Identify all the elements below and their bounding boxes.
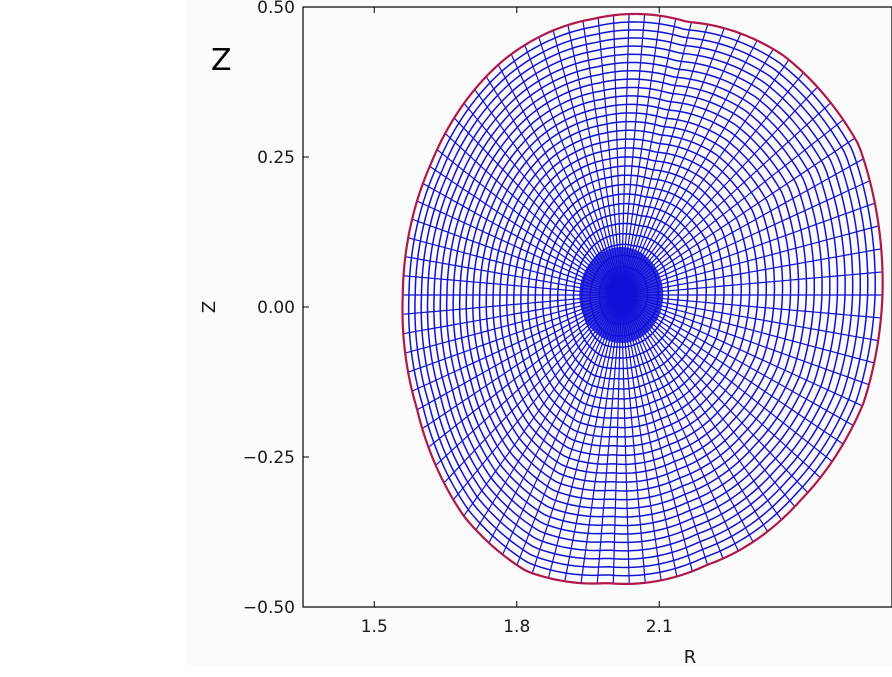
poloidal-line	[620, 72, 804, 296]
poloidal-line	[620, 180, 871, 296]
poloidal-line	[516, 294, 622, 566]
poloidal-line	[620, 294, 724, 559]
y-tick-label: −0.25	[243, 448, 295, 468]
mesh-core	[579, 247, 664, 343]
poloidal-line	[620, 294, 863, 407]
poloidal-line	[596, 294, 622, 584]
poloidal-line	[620, 119, 844, 296]
poloidal-line	[531, 294, 622, 574]
poloidal-line	[580, 294, 622, 584]
poloidal-line	[620, 294, 630, 584]
poloidal-line	[564, 294, 622, 582]
poloidal-line	[620, 24, 709, 296]
boundary-line	[401, 12, 884, 586]
poloidal-line	[620, 294, 646, 583]
poloidal-line	[620, 294, 844, 445]
poloidal-line	[620, 294, 678, 577]
poloidal-line	[620, 294, 782, 521]
poloidal-line	[502, 294, 622, 555]
y-tick-label: 0.00	[257, 298, 295, 318]
poloidal-line	[488, 294, 622, 544]
poloidal-line	[612, 294, 622, 584]
poloidal-line	[620, 294, 754, 543]
poloidal-line	[620, 59, 790, 296]
poloidal-line	[620, 48, 774, 296]
y-tick-label: 0.50	[257, 0, 295, 18]
poloidal-line	[621, 248, 882, 296]
plasma-boundary	[401, 12, 884, 586]
poloidal-line	[620, 294, 854, 426]
poloidal-line	[621, 202, 876, 296]
poloidal-line	[621, 294, 879, 342]
poloidal-line	[620, 294, 809, 494]
poloidal-line	[620, 137, 856, 296]
poloidal-line	[620, 102, 832, 296]
plot-area	[302, 6, 892, 608]
x-tick-label: 1.5	[361, 617, 388, 637]
flux-mesh	[401, 13, 884, 585]
poloidal-line	[547, 294, 622, 579]
poloidal-line	[621, 294, 882, 319]
x-tick-label: 1.8	[503, 617, 530, 637]
poloidal-line	[620, 294, 821, 479]
x-axis-label: R	[684, 647, 697, 668]
x-axis: 1.5 1.8 2.1	[361, 7, 673, 637]
y-tick-label: 0.25	[257, 148, 295, 168]
poloidal-line	[620, 294, 769, 532]
y-axis: 0.50 0.25 0.00 −0.25 −0.50	[243, 0, 309, 618]
poloidal-line	[621, 225, 879, 296]
poloidal-line	[620, 158, 864, 296]
poloidal-line	[620, 294, 739, 552]
poloidal-line	[620, 40, 758, 296]
poloidal-line	[620, 294, 796, 508]
poloidal-line	[621, 294, 875, 364]
poloidal-line	[620, 294, 833, 462]
corner-z-label: Z	[211, 43, 232, 78]
poloidal-line	[621, 294, 870, 386]
y-tick-label: −0.50	[243, 598, 295, 618]
poloidal-line	[620, 86, 818, 296]
poloidal-line	[620, 33, 742, 296]
poloidal-line	[620, 294, 662, 581]
x-tick-label: 2.1	[646, 617, 673, 637]
y-axis-label: Z	[199, 301, 220, 313]
poloidal-line	[620, 27, 725, 296]
poloidal-line	[621, 271, 883, 296]
